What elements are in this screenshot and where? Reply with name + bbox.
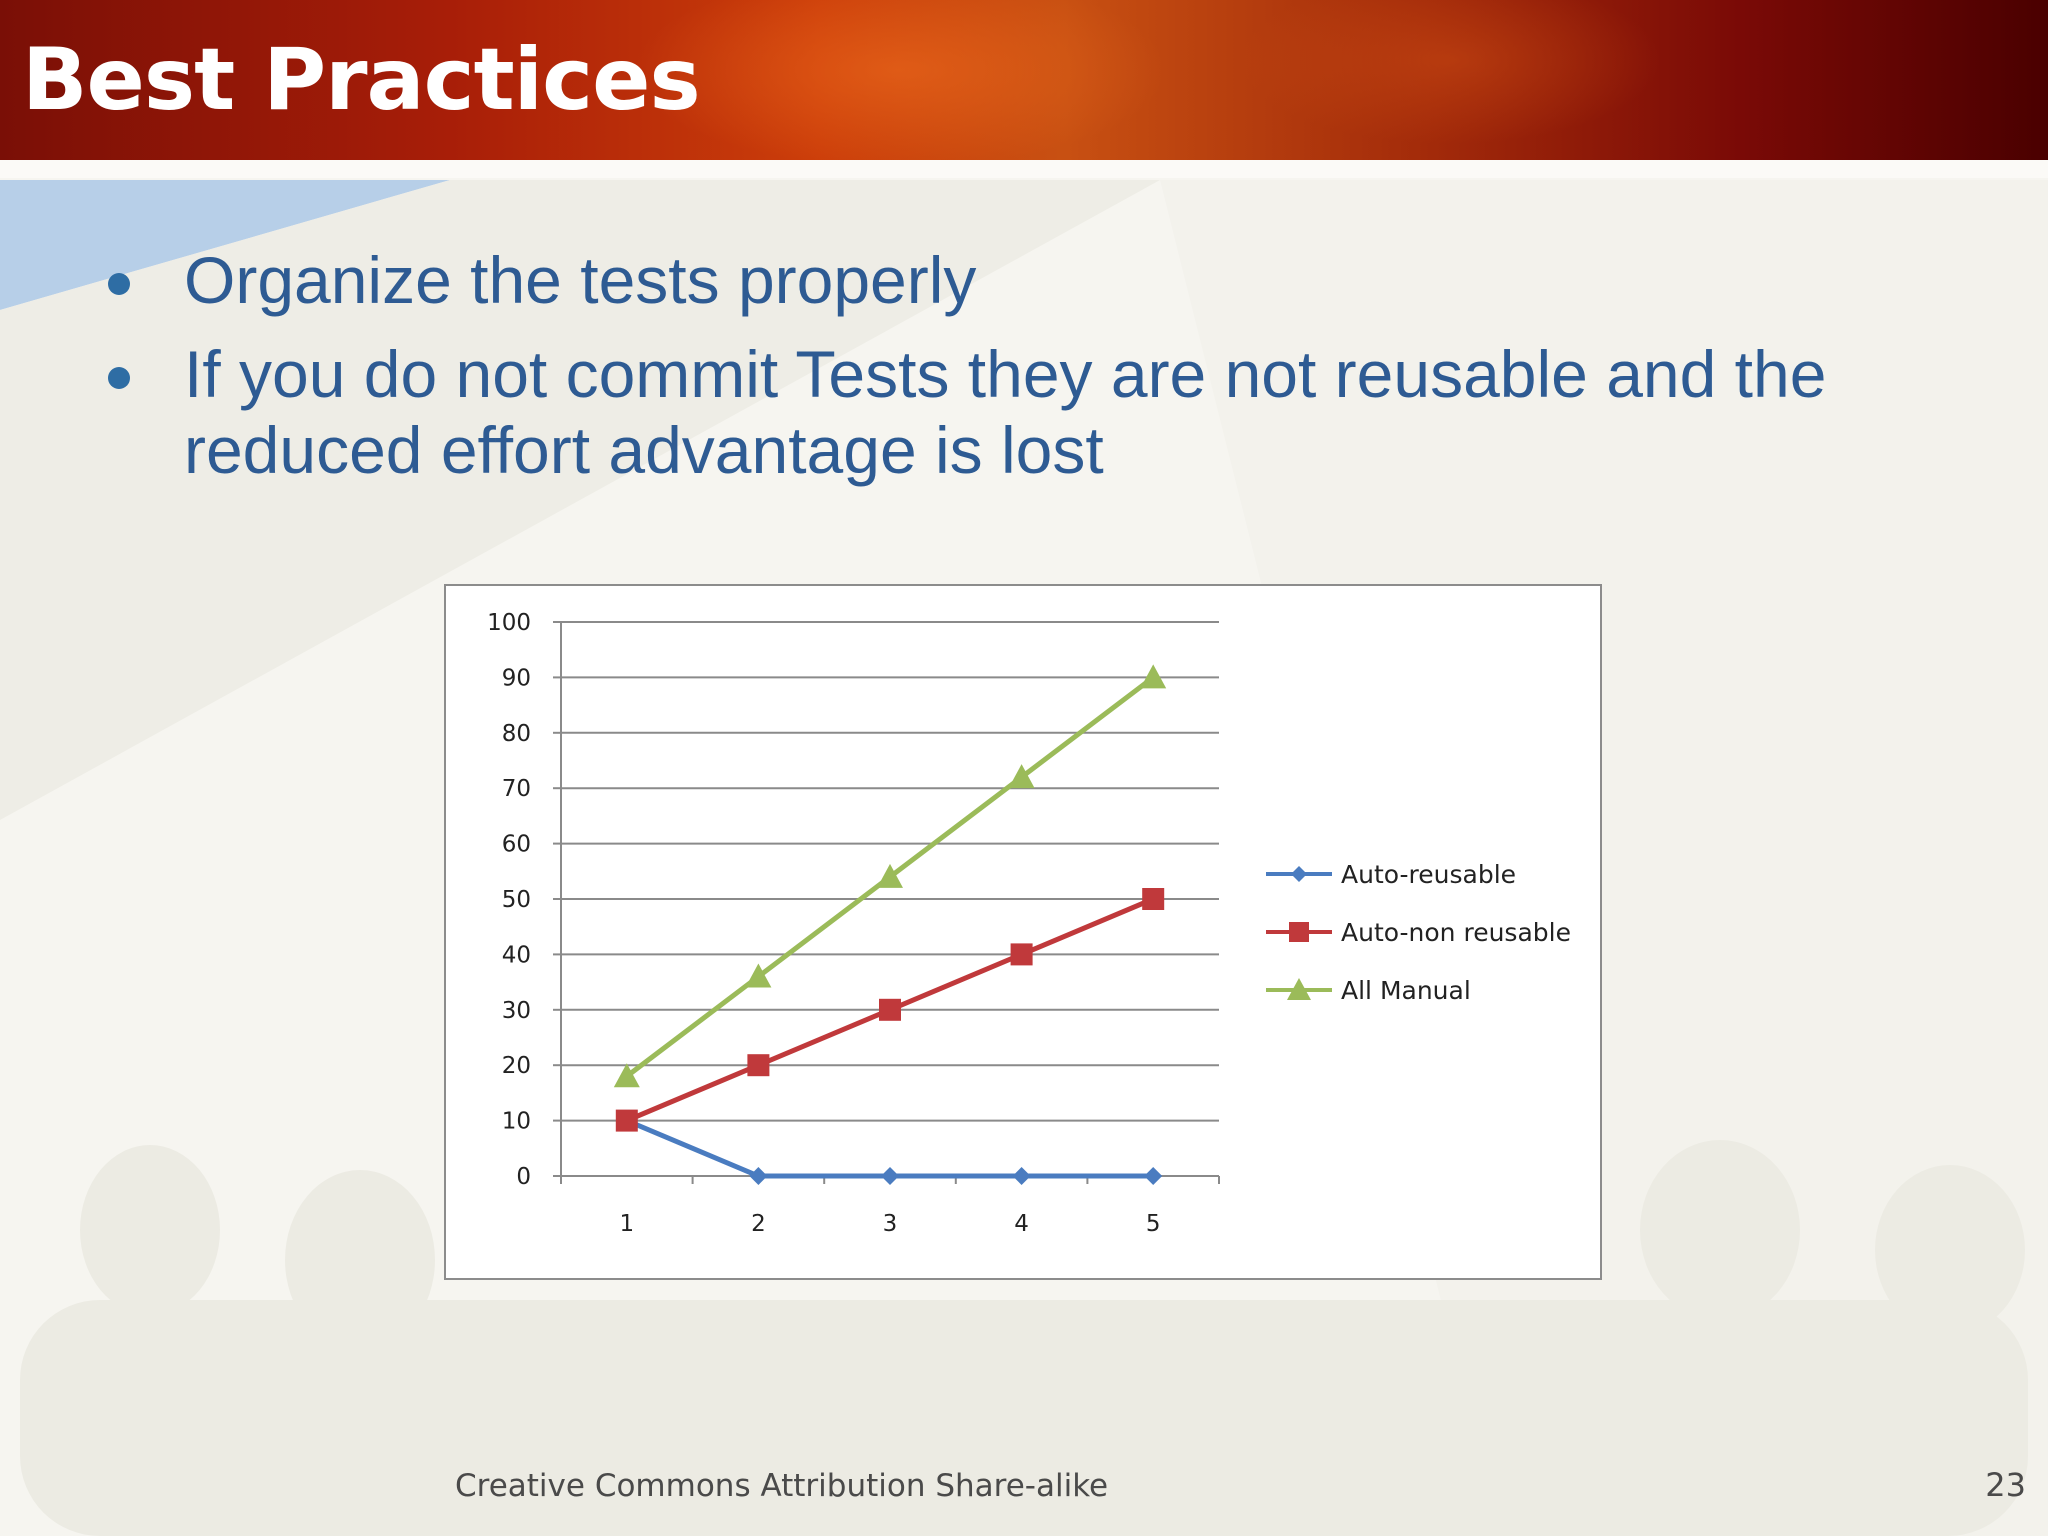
bullet-text: If you do not commit Tests they are not … xyxy=(184,337,1827,487)
y-tick-label: 100 xyxy=(487,610,531,636)
y-tick-label: 20 xyxy=(502,1053,531,1079)
title-banner xyxy=(0,0,2048,160)
bullet-item: Organize the tests properly xyxy=(100,242,1920,318)
data-point-marker xyxy=(1008,764,1035,789)
data-point-marker xyxy=(1010,943,1033,966)
data-point-marker xyxy=(1012,1167,1031,1185)
data-point-marker xyxy=(879,998,901,1021)
y-tick-label: 60 xyxy=(502,832,531,858)
title-underline-stripe xyxy=(0,160,2048,178)
data-point-marker xyxy=(615,1109,638,1132)
footer-license: Creative Commons Attribution Share-alike xyxy=(455,1468,1109,1504)
y-tick-label: 90 xyxy=(502,665,531,691)
slide-title: Best Practices xyxy=(22,30,701,130)
legend-marker xyxy=(1287,978,1311,1000)
data-point-marker xyxy=(1140,664,1167,689)
y-tick-label: 0 xyxy=(516,1164,531,1190)
data-point-marker xyxy=(613,1063,640,1088)
light-panel xyxy=(1160,180,2048,1536)
data-point-marker xyxy=(749,1167,768,1185)
bullet-text: Organize the tests properly xyxy=(184,243,977,317)
data-point-marker xyxy=(745,963,772,988)
x-tick-label: 1 xyxy=(619,1211,634,1237)
data-point-marker xyxy=(881,1167,899,1185)
y-tick-label: 70 xyxy=(502,776,531,802)
bullet-dot-icon xyxy=(108,273,130,295)
y-tick-label: 40 xyxy=(502,942,531,968)
x-tick-label: 4 xyxy=(1014,1211,1029,1237)
legend-marker xyxy=(1291,866,1307,882)
y-tick-label: 10 xyxy=(502,1109,531,1135)
y-tick-label: 30 xyxy=(502,998,531,1024)
data-point-marker xyxy=(877,863,903,888)
data-point-marker xyxy=(747,1054,770,1077)
legend-label: Auto-reusable xyxy=(1341,860,1516,889)
legend-label: All Manual xyxy=(1341,976,1471,1005)
silhouette-crowd xyxy=(20,1140,2028,1536)
line-chart: 0 10 20 30 40 50 60 70 80 90 100 1 2 3 4 5 Auto-reusable… xyxy=(487,610,1571,1237)
y-tick-label: 50 xyxy=(502,887,531,913)
x-tick-label: 2 xyxy=(751,1211,766,1237)
chart-frame: 0 10 20 30 40 50 60 70 80 90 100 1 2 3 4 5 Auto-reusable… xyxy=(444,584,1602,1280)
bullet-dot-icon xyxy=(108,367,130,389)
data-point-marker xyxy=(1144,1167,1163,1185)
x-tick-label: 5 xyxy=(1146,1211,1161,1237)
light-swoosh xyxy=(0,180,1160,820)
legend-label: Auto-non reusable xyxy=(1341,918,1571,947)
bullet-item: If you do not commit Tests they are not … xyxy=(100,336,1920,488)
x-tick-label: 3 xyxy=(883,1211,898,1237)
page-number: 23 xyxy=(1985,1466,2026,1504)
legend-marker xyxy=(1289,922,1309,942)
bullet-list: Organize the tests properly If you do no… xyxy=(100,242,1920,506)
y-tick-label: 80 xyxy=(502,721,531,747)
data-point-marker xyxy=(1142,888,1165,910)
